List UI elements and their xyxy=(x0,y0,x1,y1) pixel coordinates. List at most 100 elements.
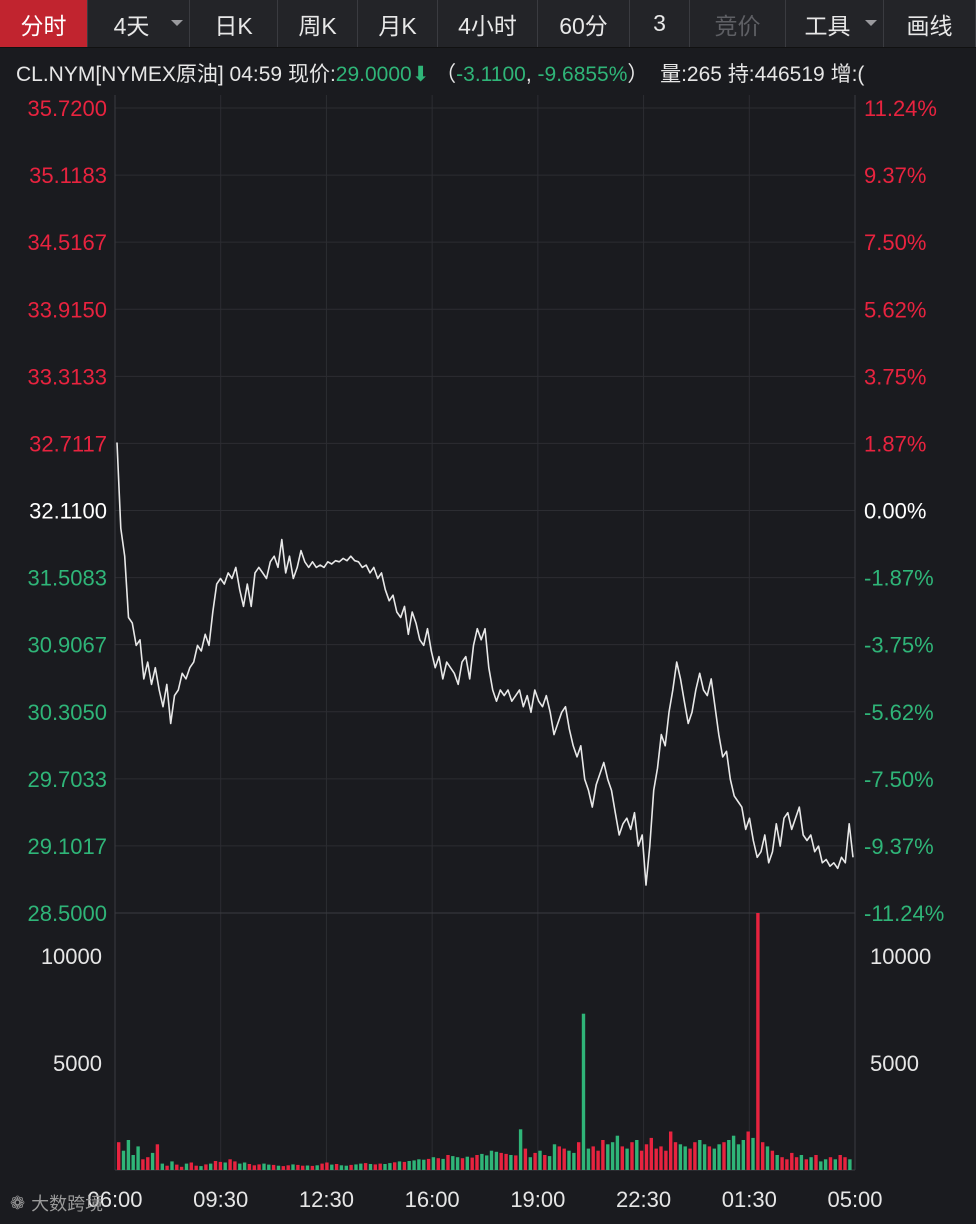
volume-bar xyxy=(809,1157,813,1170)
y-tick-label-left: 28.5000 xyxy=(27,901,107,926)
volume-bar xyxy=(412,1160,416,1170)
tab-0[interactable]: 分时 xyxy=(0,0,88,47)
y-tick-label-left: 32.7117 xyxy=(29,431,107,456)
volume-bar xyxy=(334,1164,339,1170)
volume-bar xyxy=(480,1153,484,1170)
volume-bar xyxy=(673,1142,678,1170)
volume-bar xyxy=(184,1163,189,1170)
brand-logo-icon: ❁ xyxy=(10,1192,26,1213)
volume-bar xyxy=(363,1163,368,1170)
volume-bar xyxy=(388,1163,392,1170)
volume-bar xyxy=(669,1131,673,1170)
volume-tick-label-right: 5000 xyxy=(870,1051,919,1076)
volume-bar xyxy=(780,1157,784,1170)
x-tick-label: 09:30 xyxy=(193,1187,248,1212)
volume-bar xyxy=(393,1162,397,1170)
quote-time: 04:59 xyxy=(229,63,283,86)
change-separator: , xyxy=(525,63,538,86)
volume-bar xyxy=(543,1155,547,1170)
volume-bar xyxy=(455,1157,460,1170)
volume-bar xyxy=(833,1159,837,1170)
volume-bar xyxy=(291,1164,295,1170)
price-line xyxy=(116,442,854,886)
volume-bar xyxy=(397,1161,402,1170)
volume-bar xyxy=(296,1164,300,1170)
volume-bar xyxy=(305,1165,310,1170)
volume-bar xyxy=(175,1164,179,1170)
volume-bar xyxy=(736,1144,741,1170)
tab-6[interactable]: 60分 xyxy=(538,0,630,47)
tab-9[interactable]: 工具 xyxy=(786,0,884,47)
y-tick-label-right: 9.37% xyxy=(864,163,926,188)
volume-bar xyxy=(247,1164,252,1170)
volume-tick-label-right: 10000 xyxy=(870,944,931,969)
volume-bar xyxy=(683,1146,687,1170)
tab-3[interactable]: 周K xyxy=(278,0,358,47)
volume-bar xyxy=(310,1165,315,1170)
y-tick-label-right: -3.75% xyxy=(864,633,934,658)
tab-2[interactable]: 日K xyxy=(190,0,278,47)
y-tick-label-left: 33.9150 xyxy=(27,297,107,322)
chevron-down-icon xyxy=(171,20,183,26)
volume-bar xyxy=(819,1161,823,1170)
volume-bar xyxy=(301,1165,305,1170)
volume-bar xyxy=(465,1156,469,1170)
volume-bar xyxy=(121,1150,126,1170)
volume-bar xyxy=(378,1163,382,1170)
volume-bar xyxy=(504,1153,508,1170)
volume-bar xyxy=(160,1163,164,1170)
x-tick-label: 16:00 xyxy=(405,1187,460,1212)
volume-bar xyxy=(528,1157,532,1170)
volume-bar xyxy=(509,1155,513,1170)
volume-bar xyxy=(635,1140,639,1170)
volume-bar xyxy=(146,1157,150,1170)
volume-bar xyxy=(620,1146,624,1170)
y-tick-label-right: -11.24% xyxy=(864,901,944,926)
watermark: ❁ 大数跨境 xyxy=(10,1190,103,1216)
tab-7[interactable]: 3 xyxy=(630,0,690,47)
volume-bar xyxy=(189,1162,193,1170)
volume-bar xyxy=(155,1144,160,1170)
volume-bar xyxy=(436,1158,440,1170)
tab-8[interactable]: 竞价 xyxy=(690,0,786,47)
y-tick-label-right: -7.50% xyxy=(864,767,934,792)
watermark-text: 大数跨境 xyxy=(31,1194,104,1214)
y-tick-label-right: 7.50% xyxy=(864,230,926,255)
tab-label: 周K xyxy=(298,12,337,39)
volume-bar xyxy=(223,1162,227,1170)
down-arrow-icon: ⬇ xyxy=(411,63,430,86)
volume-bar xyxy=(499,1152,503,1170)
volume-bar xyxy=(547,1156,552,1170)
volume-bar xyxy=(702,1144,707,1170)
change-open-paren: （ xyxy=(435,63,457,86)
tab-label: 3 xyxy=(653,10,666,36)
volume-bar xyxy=(610,1142,615,1170)
tab-label: 画线 xyxy=(906,12,953,39)
volume-bar xyxy=(339,1165,344,1170)
volume-bar xyxy=(368,1164,373,1170)
price-change-pct: -9.6855% xyxy=(537,63,628,86)
volume-bar xyxy=(262,1163,266,1170)
tab-5[interactable]: 4小时 xyxy=(438,0,538,47)
x-tick-label: 01:30 xyxy=(722,1187,777,1212)
change-close-paren: ） xyxy=(627,63,649,86)
price-change: -3.1100 xyxy=(456,63,526,86)
volume-bar xyxy=(276,1165,281,1170)
increase-readout: 增:( xyxy=(830,63,865,86)
volume-bar xyxy=(615,1135,620,1170)
y-tick-label-left: 34.5167 xyxy=(27,230,107,255)
y-tick-label-right: 3.75% xyxy=(864,364,926,389)
volume-bar xyxy=(722,1142,726,1170)
tab-1[interactable]: 4天 xyxy=(88,0,190,47)
volume-bar xyxy=(557,1146,561,1170)
volume-bar xyxy=(572,1152,576,1170)
volume-bar xyxy=(630,1142,634,1170)
volume-bar xyxy=(267,1164,271,1170)
volume-bar xyxy=(136,1146,140,1170)
volume-bar xyxy=(417,1159,421,1170)
volume-bar xyxy=(117,1142,121,1170)
tab-4[interactable]: 月K xyxy=(358,0,438,47)
volume-bar xyxy=(373,1164,377,1170)
volume-bar xyxy=(441,1158,445,1170)
